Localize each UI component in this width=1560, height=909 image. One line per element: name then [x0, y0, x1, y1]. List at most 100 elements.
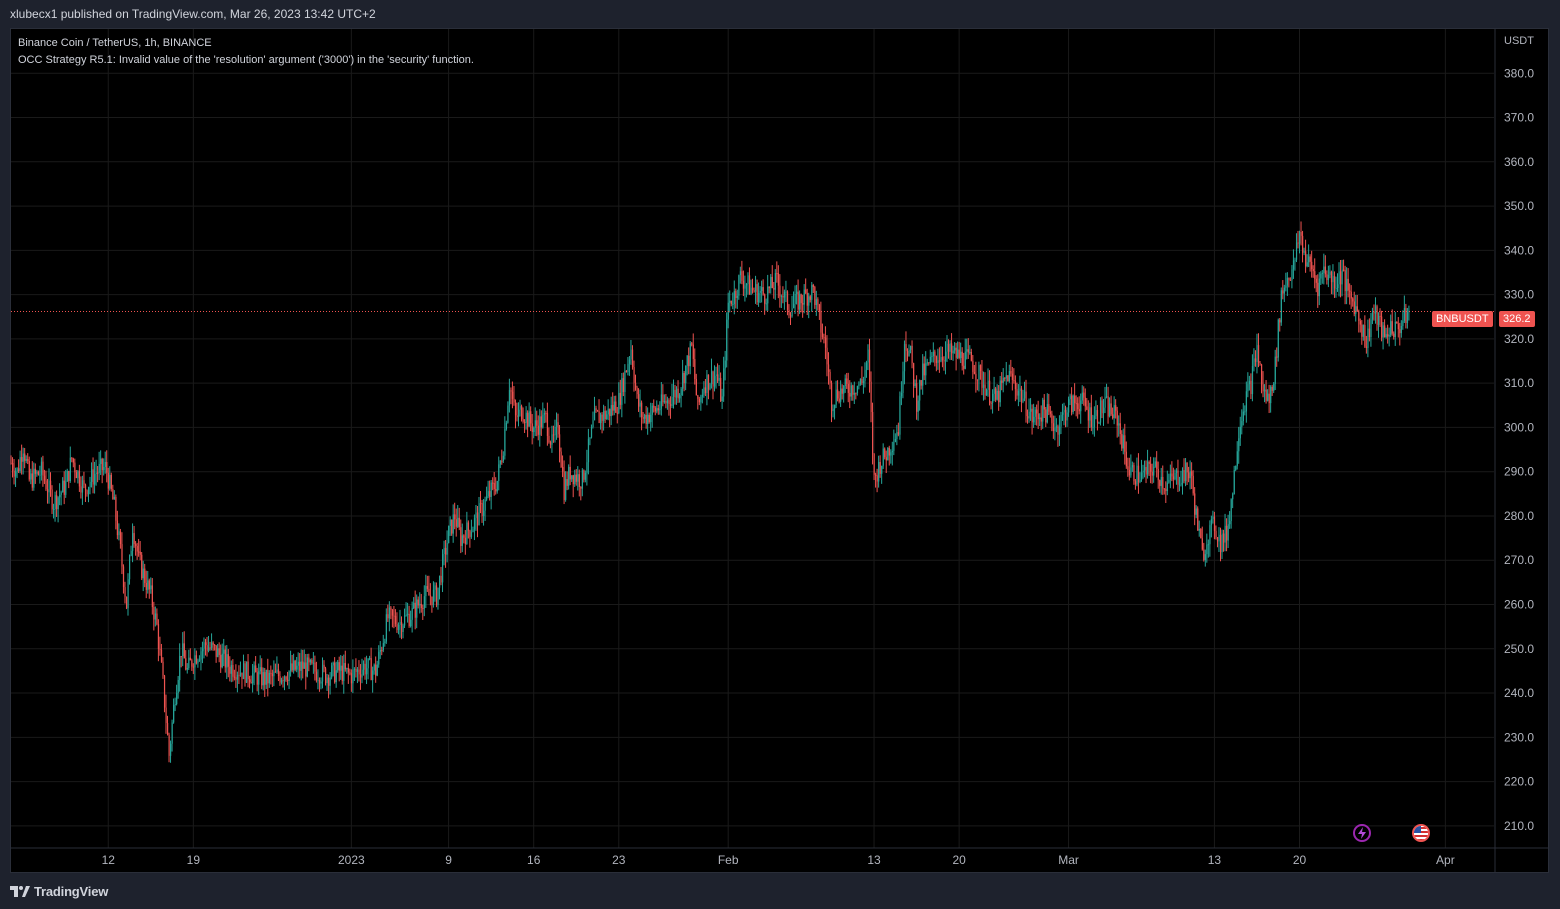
tradingview-logo[interactable]: TradingView — [10, 883, 108, 899]
candle-body — [98, 463, 100, 473]
candle-body — [311, 659, 313, 664]
candle-body — [232, 665, 234, 677]
candle-body — [712, 371, 714, 387]
candle-body — [455, 519, 457, 527]
candle-body — [446, 543, 448, 555]
candle-body — [42, 461, 44, 476]
candle-body — [910, 345, 912, 350]
candle-body — [1011, 373, 1014, 380]
candle-body — [493, 483, 495, 490]
candle-body — [115, 496, 117, 521]
candle-body — [1054, 427, 1056, 431]
candle-body — [793, 303, 795, 309]
candle-body — [358, 669, 360, 675]
candle-body — [835, 389, 837, 405]
candle-body — [499, 460, 501, 465]
candle-body — [317, 680, 319, 682]
candle-body — [253, 665, 255, 674]
candle-body — [69, 457, 71, 481]
candle-body — [177, 680, 179, 693]
candle-body — [1343, 269, 1345, 271]
candle-body — [856, 385, 859, 394]
lightning-icon[interactable] — [1353, 824, 1371, 842]
candle-body — [604, 410, 606, 419]
candle-body — [738, 275, 740, 296]
candle-body — [976, 379, 979, 381]
candle-body — [1030, 408, 1032, 412]
candle-body — [470, 532, 473, 537]
candle-body — [381, 650, 383, 652]
candle-body — [378, 651, 380, 665]
candle-body — [989, 380, 991, 403]
candle-body — [779, 285, 781, 297]
candle-body — [938, 360, 941, 362]
candle-body — [872, 412, 874, 454]
candle-body — [511, 391, 514, 399]
candle-body — [1022, 398, 1024, 402]
candle-body — [858, 384, 860, 386]
candle-body — [865, 362, 868, 370]
plot-area[interactable] — [11, 29, 1494, 848]
candle-body — [621, 378, 623, 405]
candle-body — [280, 679, 283, 683]
candle-body — [318, 680, 321, 684]
candle-body — [1112, 414, 1114, 419]
candle-body — [864, 369, 866, 382]
candle-body — [767, 286, 769, 304]
candle-body — [1023, 391, 1026, 399]
candle-body — [1341, 269, 1343, 285]
candle-body — [1192, 475, 1194, 494]
candle-body — [534, 420, 536, 428]
candle-body — [897, 432, 900, 435]
candle-body — [209, 647, 211, 649]
candle-body — [859, 379, 862, 385]
candle-body — [303, 662, 305, 669]
candle-body — [194, 655, 196, 668]
candle-body — [33, 468, 35, 488]
candle-body — [964, 351, 966, 369]
candle-body — [469, 530, 471, 537]
candle-body — [203, 642, 205, 649]
candle-body — [589, 437, 591, 439]
candle-body — [590, 427, 593, 438]
candle-body — [367, 658, 369, 669]
footer-bar: TradingView — [0, 873, 1560, 909]
candle-body — [422, 608, 424, 610]
candle-body — [54, 495, 56, 509]
candle-body — [774, 273, 776, 290]
candle-body — [314, 662, 316, 672]
candle-body — [525, 412, 527, 423]
candle-body — [78, 471, 81, 487]
y-tick-label: 210.0 — [1504, 819, 1534, 833]
candle-body — [505, 422, 508, 430]
candle-body — [955, 347, 957, 358]
candle-body — [1048, 404, 1050, 412]
candle-body — [750, 287, 752, 295]
candle-body — [1374, 306, 1377, 314]
candle-body — [1072, 395, 1074, 413]
candle-body — [1058, 426, 1061, 435]
candle-body — [1068, 399, 1070, 413]
candle-body — [536, 420, 538, 426]
candle-body — [204, 642, 207, 646]
candle-body — [919, 380, 921, 401]
candle-body — [758, 292, 760, 303]
candle-body — [1180, 482, 1182, 485]
candle-body — [309, 659, 312, 663]
candle-body — [633, 367, 635, 383]
candle-body — [247, 661, 249, 680]
candle-body — [624, 370, 626, 392]
candle-body — [1297, 242, 1299, 244]
candle-body — [610, 405, 612, 417]
candle-body — [486, 496, 488, 500]
candle-body — [139, 551, 141, 555]
candle-body — [1349, 290, 1351, 292]
candle-body — [337, 662, 339, 671]
candle-body — [642, 417, 644, 419]
symbol-line[interactable]: Binance Coin / TetherUS, 1h, BINANCE — [18, 37, 212, 49]
us-flag-icon[interactable] — [1412, 824, 1430, 842]
candle-body — [1332, 276, 1334, 283]
candle-body — [1362, 325, 1365, 337]
candle-body — [200, 651, 202, 660]
